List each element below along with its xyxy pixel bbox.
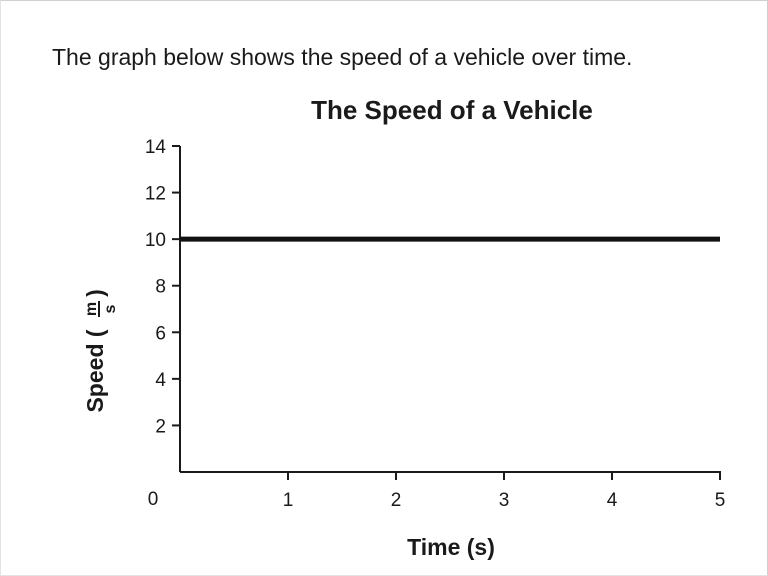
- y-tick-label: 12: [145, 184, 166, 205]
- y-tick-label: 10: [145, 230, 166, 251]
- chart-title: The Speed of a Vehicle: [311, 95, 593, 125]
- x-tick-label: 3: [499, 490, 510, 511]
- y-axis-label-suffix: ): [82, 289, 108, 297]
- chart-axes: [179, 146, 720, 473]
- x-axis-ticks: 1 2 3 4 5: [283, 471, 726, 511]
- y-axis-unit-denominator: s: [102, 304, 119, 313]
- question-prompt: The graph below shows the speed of a veh…: [52, 44, 633, 70]
- y-axis-unit-numerator: m: [83, 302, 100, 316]
- origin-label: 0: [148, 489, 159, 510]
- y-axis-label: Speed ( m s ): [82, 289, 119, 412]
- y-tick-label: 2: [155, 416, 166, 437]
- y-tick-label: 14: [145, 137, 167, 158]
- x-tick-label: 2: [391, 490, 402, 511]
- y-tick-label: 4: [155, 370, 166, 391]
- y-tick-label: 6: [155, 323, 166, 344]
- y-tick-label: 8: [155, 277, 166, 298]
- x-tick-label: 4: [607, 490, 618, 511]
- y-axis-label-prefix: Speed (: [82, 329, 108, 412]
- x-tick-label: 5: [715, 490, 726, 511]
- x-tick-label: 1: [283, 490, 294, 511]
- x-axis-label: Time (s): [407, 534, 495, 560]
- y-axis-ticks: 2 4 6 8 10 12 14: [145, 137, 180, 437]
